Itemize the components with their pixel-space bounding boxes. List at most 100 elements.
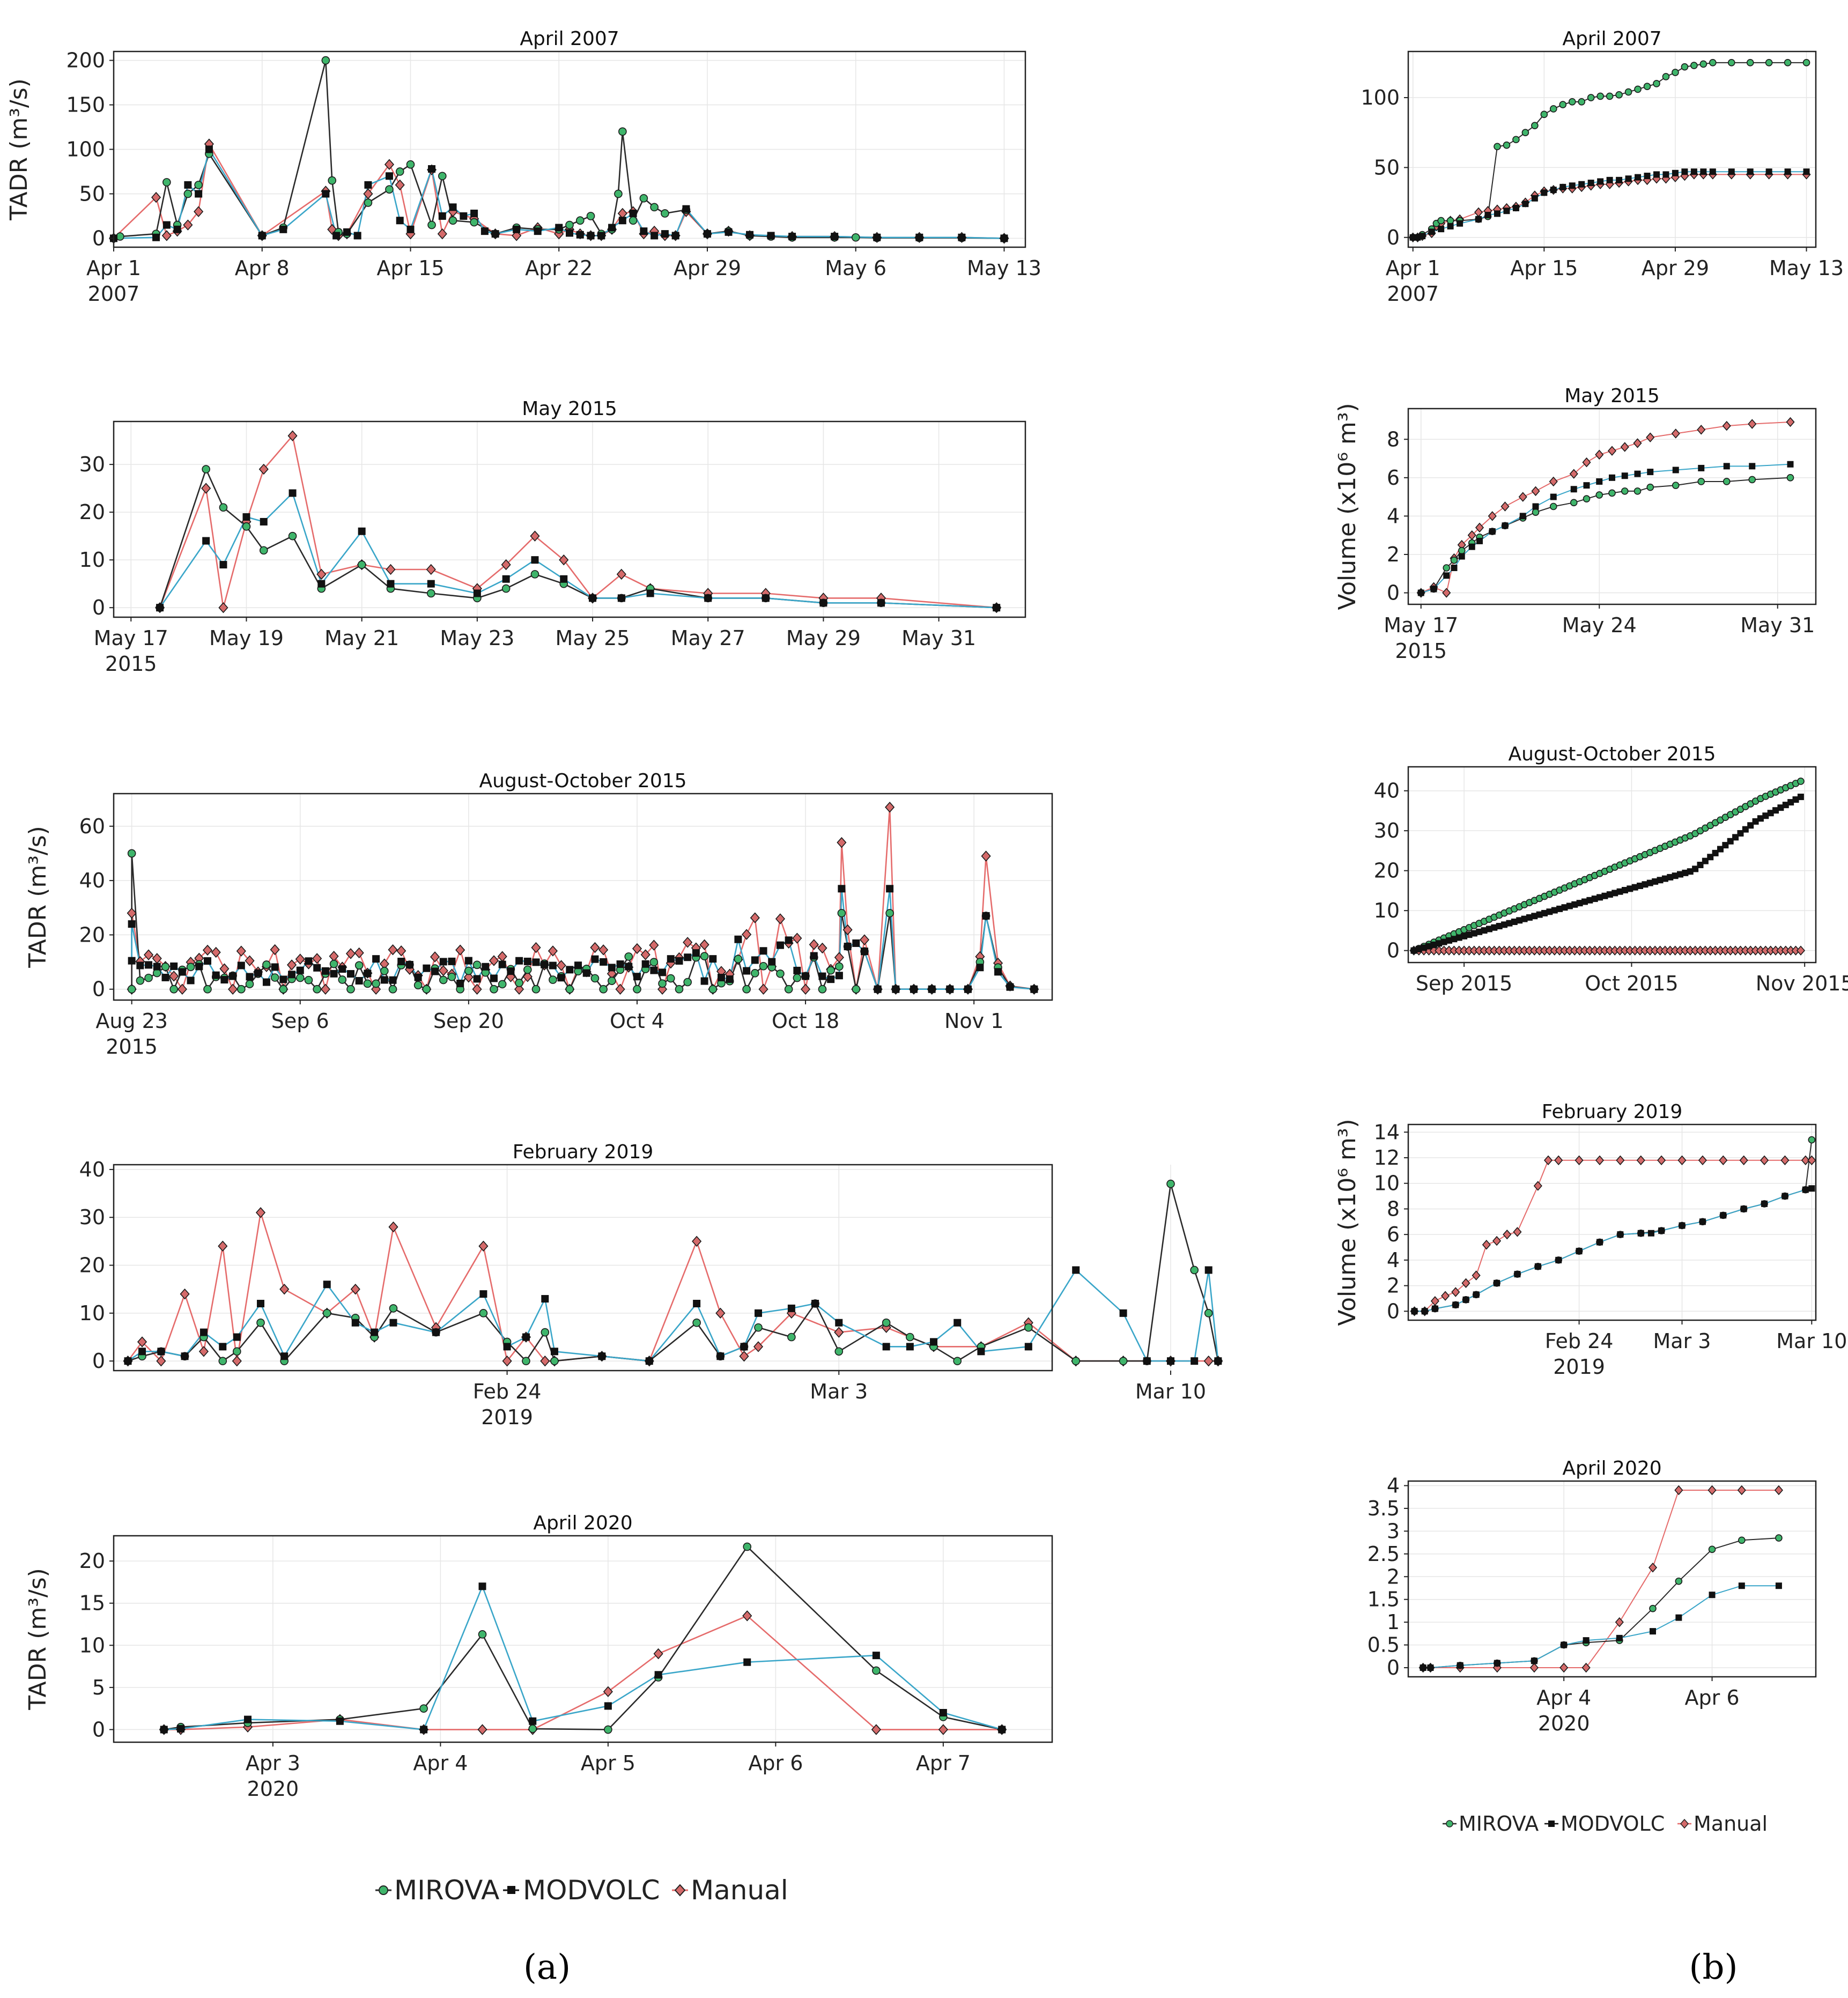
data-point-modvolc xyxy=(187,976,195,985)
data-point-modvolc xyxy=(709,955,717,963)
data-point-manual xyxy=(287,430,298,441)
data-point-modvolc xyxy=(892,985,900,993)
series-lines xyxy=(1421,421,1791,594)
data-point-modvolc xyxy=(1072,1266,1080,1274)
data-point-manual xyxy=(1636,1155,1645,1166)
data-point-modvolc xyxy=(560,575,568,583)
x-tick-label: May 19 xyxy=(209,626,284,650)
data-point-modvolc xyxy=(1692,865,1699,872)
x-tick-label: May 29 xyxy=(786,626,861,650)
x-tick-label: May 6 xyxy=(825,256,886,280)
data-point-manual xyxy=(742,929,752,940)
data-point-modvolc xyxy=(1410,947,1417,954)
legend-a: MIROVA MODVOLC Manual xyxy=(375,1875,788,1906)
data-point-modvolc xyxy=(1430,586,1437,593)
data-point-manual xyxy=(1441,1291,1450,1301)
data-point-modvolc xyxy=(1672,169,1679,176)
data-point-mirova xyxy=(127,985,136,994)
data-point-manual xyxy=(653,1648,663,1660)
data-point-mirova xyxy=(270,973,279,982)
data-point-modvolc xyxy=(473,589,481,597)
data-point-mirova xyxy=(1786,474,1794,482)
data-point-mirova xyxy=(1672,69,1679,76)
data-point-modvolc xyxy=(675,957,683,965)
data-point-modvolc xyxy=(1616,888,1623,895)
data-point-manual xyxy=(501,559,511,571)
data-point-modvolc xyxy=(396,217,404,225)
data-point-manual xyxy=(1533,1181,1542,1191)
data-point-mirova xyxy=(364,198,373,207)
data-point-modvolc xyxy=(1502,522,1509,529)
data-point-modvolc xyxy=(1491,924,1498,931)
x-tick-label: Aug 23 xyxy=(95,1009,168,1033)
data-point-mirova xyxy=(295,973,305,982)
data-point-manual xyxy=(556,960,566,971)
y-tick-label: 0 xyxy=(92,1349,105,1373)
data-point-mirova xyxy=(953,1357,962,1365)
series-line-mirova xyxy=(128,1183,1219,1362)
data-point-manual xyxy=(1674,1485,1683,1496)
legend-b-manual-marker xyxy=(1680,1818,1689,1829)
data-point-modvolc xyxy=(835,972,843,980)
data-point-modvolc xyxy=(1000,234,1008,242)
data-point-modvolc xyxy=(212,971,220,979)
data-point-mirova xyxy=(549,975,557,984)
data-point-mirova xyxy=(1690,62,1698,69)
data-point-mirova xyxy=(194,181,203,189)
data-point-modvolc xyxy=(1511,919,1518,926)
y-tick-label: 2.5 xyxy=(1367,1542,1400,1566)
data-point-modvolc xyxy=(1596,478,1603,485)
subplot-title: February 2019 xyxy=(1542,1101,1683,1123)
data-point-mirova xyxy=(152,968,161,978)
data-point-modvolc xyxy=(976,964,984,972)
x-tick-label: Mar 10 xyxy=(1776,1329,1847,1353)
y-tick-label: 0.5 xyxy=(1367,1633,1400,1657)
data-point-modvolc xyxy=(145,961,153,969)
x-tick-label: May 25 xyxy=(556,626,630,650)
y-tick-label: 20 xyxy=(1374,859,1400,883)
series-line-modvolc xyxy=(127,1269,1219,1362)
data-point-modvolc xyxy=(1428,228,1435,235)
data-point-modvolc xyxy=(759,947,767,955)
data-point-mirova xyxy=(565,220,574,230)
data-point-modvolc xyxy=(351,1319,359,1327)
data-point-modvolc xyxy=(481,227,489,235)
data-point-mirova xyxy=(218,1357,227,1365)
data-point-mirova xyxy=(550,1357,559,1365)
data-point-modvolc xyxy=(1681,168,1688,175)
subplot-title: April 2020 xyxy=(533,1512,632,1534)
y-tick-label: 0 xyxy=(92,596,105,619)
x-tick-sublabel: 2007 xyxy=(1387,282,1439,306)
series-lines xyxy=(164,1546,1002,1730)
data-point-manual xyxy=(1582,457,1591,468)
data-point-manual xyxy=(1739,1155,1748,1166)
y-tick-label: 10 xyxy=(79,1633,105,1657)
data-point-modvolc xyxy=(549,961,557,970)
data-point-modvolc xyxy=(566,966,574,974)
data-point-modvolc xyxy=(173,225,181,233)
x-tick-label: Apr 1 xyxy=(1386,256,1440,280)
data-point-modvolc xyxy=(195,963,203,971)
series-markers xyxy=(1409,778,1805,956)
data-point-modvolc xyxy=(1506,920,1513,927)
y-axis-label: Volume (x10⁶ m³) xyxy=(1334,403,1361,610)
data-point-modvolc xyxy=(1782,802,1789,809)
data-point-modvolc xyxy=(953,1319,962,1327)
y-tick-label: 30 xyxy=(79,1205,105,1229)
data-point-modvolc xyxy=(346,970,354,978)
data-point-modvolc xyxy=(1767,810,1774,817)
data-point-mirova xyxy=(470,218,478,227)
data-point-modvolc xyxy=(1551,907,1558,914)
data-point-mirova xyxy=(1521,129,1529,137)
data-point-modvolc xyxy=(322,190,330,198)
x-tick-label: Apr 3 xyxy=(246,1751,300,1775)
data-point-mirova xyxy=(447,972,456,981)
data-point-modvolc xyxy=(915,233,923,241)
data-point-modvolc xyxy=(1143,1357,1151,1365)
data-point-mirova xyxy=(743,1542,752,1551)
series-lines xyxy=(159,435,997,609)
data-point-modvolc xyxy=(852,939,860,947)
data-point-mirova xyxy=(784,985,793,994)
y-tick-label: 60 xyxy=(79,815,105,838)
